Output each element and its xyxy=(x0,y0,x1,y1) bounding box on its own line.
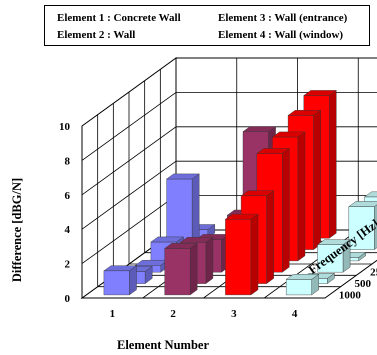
x-tick-label: 2 xyxy=(170,308,176,320)
bar-top xyxy=(287,110,322,116)
bar-element-1-1000 xyxy=(103,265,138,296)
bar-top xyxy=(179,236,214,243)
y-tick-label: 0 xyxy=(65,293,71,305)
bar-top xyxy=(150,236,185,243)
bar-top xyxy=(103,265,138,271)
legend-entry-4: Element 4 : Wall (window) xyxy=(218,29,344,41)
y-tick-label: 6 xyxy=(65,190,71,202)
bar-top xyxy=(285,274,320,280)
bar-front xyxy=(164,248,191,296)
bar-top xyxy=(348,201,377,207)
legend-entry-2: Element 2 : Wall xyxy=(57,29,136,41)
x-tick-label: 4 xyxy=(292,308,298,320)
bar-element-4-1000 xyxy=(285,273,320,296)
chart-legend: Element 1 : Concrete Wall Element 3 : Wa… xyxy=(44,5,370,46)
bar-side xyxy=(329,90,337,239)
side-wall-gridline xyxy=(81,126,177,196)
bar-side xyxy=(282,148,290,273)
bar-side xyxy=(313,109,321,250)
z-tick-label: 250 xyxy=(370,267,377,279)
bar-top xyxy=(316,239,351,245)
y-tick-label: 2 xyxy=(65,259,71,271)
bar-top xyxy=(240,190,275,197)
z-tick-label: 1000 xyxy=(339,289,362,301)
y-tick-label: 8 xyxy=(65,155,71,167)
bar-top xyxy=(271,131,306,138)
bar-element-4-250 xyxy=(316,239,351,273)
bar-side xyxy=(297,131,306,262)
bar-front xyxy=(225,218,252,296)
bar-top xyxy=(363,191,377,198)
side-wall-gridline xyxy=(81,92,177,161)
y-axis-title: Difference [dBG/N] xyxy=(10,178,24,282)
bar-side xyxy=(205,236,214,284)
y-tick-label: 10 xyxy=(59,121,71,133)
legend-entry-1: Element 1 : Concrete Wall xyxy=(57,12,181,24)
side-wall-gridline xyxy=(81,195,177,264)
x-tick-label: 3 xyxy=(231,308,237,320)
y-tick-label: 4 xyxy=(65,224,71,236)
bar-top xyxy=(303,90,337,96)
bar-top xyxy=(165,173,200,180)
bar-element-2-1000 xyxy=(164,242,198,296)
x-axis-title: Element Number xyxy=(117,338,209,352)
bar-front xyxy=(286,279,312,296)
bar-element-1-63 xyxy=(165,173,200,250)
bar-top xyxy=(242,126,277,132)
bar-top xyxy=(256,148,290,154)
z-tick-label: 500 xyxy=(355,278,372,290)
bar-side xyxy=(189,242,198,296)
bar-side xyxy=(266,190,274,284)
bar-side xyxy=(250,213,259,296)
side-wall-gridline xyxy=(81,160,177,230)
bar-element-4-63 xyxy=(348,201,377,250)
bar-top xyxy=(224,213,259,220)
bar-front xyxy=(103,270,130,296)
x-tick-label: 1 xyxy=(110,308,116,320)
bar-element-3-1000 xyxy=(224,213,259,296)
chart-bars xyxy=(103,90,377,296)
bar-top xyxy=(164,243,198,249)
legend-entry-3: Element 3 : Wall (entrance) xyxy=(218,12,348,24)
